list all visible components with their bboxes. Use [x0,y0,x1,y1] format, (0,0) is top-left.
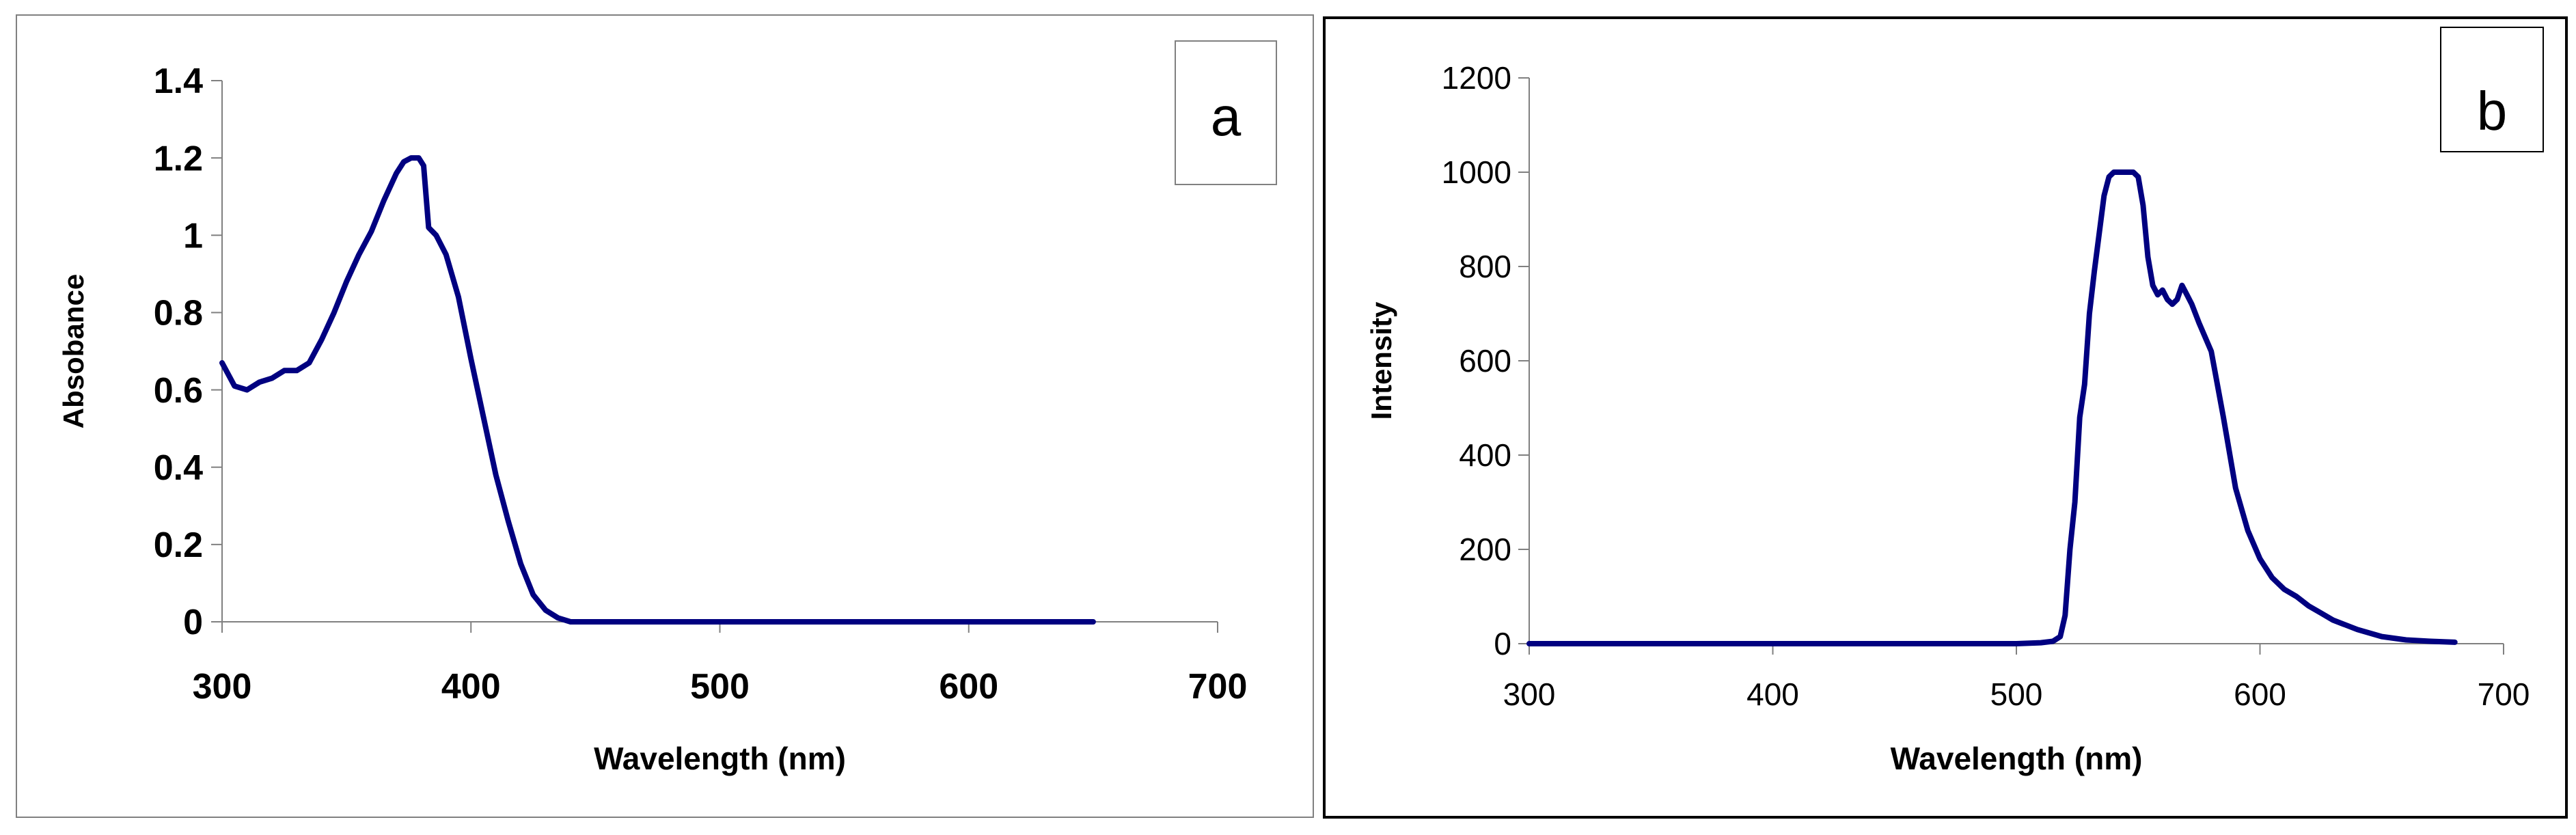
y-tick-label: 400 [1459,437,1511,473]
y-tick-label: 1000 [1442,154,1511,190]
panel-a-frame [16,14,1314,818]
x-tick-label: 400 [441,667,501,707]
y-axis-title: Absobance [57,274,90,428]
y-tick-label: 200 [1459,532,1511,567]
x-tick-label: 600 [939,667,998,707]
y-tick-label: 1.2 [154,139,203,178]
chart-b: 0 200 400 600 800 1000 1200 300 400 500 600 700 Wave… [1365,60,2530,776]
chart-a: 0 0.2 0.4 0.6 0.8 1 1.2 1.4 300 400 500 600 700 Wavel… [57,61,1247,776]
x-axis-title: Wavelength (nm) [1891,741,2143,776]
y-tick-label: 800 [1459,249,1511,284]
y-tick-label: 1200 [1442,60,1511,96]
y-tick-label: 0.4 [154,448,203,488]
y-tick-label: 1.4 [154,61,203,101]
series-line [219,155,1096,625]
x-tick-label: 700 [1188,667,1248,707]
x-tick-label: 500 [690,667,750,707]
x-tick-label: 700 [2478,676,2530,712]
y-tick-label: 0.2 [154,525,203,565]
y-tick-label: 0.8 [154,294,203,333]
x-tick-label: 300 [1503,676,1556,712]
panel-b-frame [1323,16,2568,819]
panel-b-label-box [2440,27,2544,152]
panel-b-label: b [2477,81,2508,141]
y-tick-label: 1 [183,216,203,256]
x-tick-label: 600 [2234,676,2286,712]
panel-a-label: a [1211,86,1242,147]
y-axis-title: Intensity [1365,301,1397,420]
y-tick-label: 600 [1459,343,1511,379]
panel-a-label-box [1175,40,1277,185]
y-tick-label: 0 [183,603,203,642]
x-tick-label: 300 [193,667,252,707]
x-axis-title: Wavelength (nm) [594,741,846,776]
x-tick-label: 500 [1990,676,2043,712]
series-line [1526,169,2458,646]
y-tick-label: 0.6 [154,371,203,411]
y-tick-label: 0 [1494,626,1511,661]
x-tick-label: 400 [1746,676,1799,712]
